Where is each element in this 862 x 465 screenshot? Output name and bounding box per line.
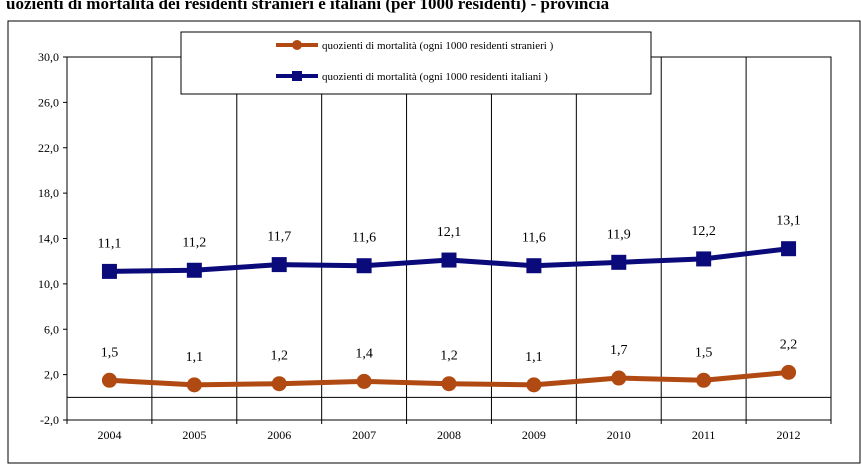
data-label-italiani: 11,7 — [267, 230, 291, 245]
grid-layer — [67, 57, 831, 420]
x-tick-label: 2011 — [692, 428, 716, 442]
data-label-stranieri: 1,1 — [525, 350, 543, 365]
data-label-stranieri: 1,1 — [186, 350, 204, 365]
legend: quozienti di mortalità (ogni 1000 reside… — [180, 31, 652, 95]
x-tick-label: 2006 — [267, 428, 291, 442]
data-label-stranieri: 1,4 — [355, 346, 373, 361]
chart-frame-layer — [7, 20, 861, 464]
data-point-stranieri — [101, 372, 117, 388]
x-tick-label: 2012 — [777, 428, 801, 442]
legend-label: quozienti di mortalità (ogni 1000 reside… — [322, 71, 548, 83]
data-point-italiani — [356, 258, 372, 274]
x-tick-label: 2008 — [437, 428, 461, 442]
y-tick-label: 14,0 — [38, 232, 59, 246]
data-point-stranieri — [526, 377, 542, 393]
legend-label: quozienti di mortalità (ogni 1000 reside… — [322, 40, 554, 52]
data-label-stranieri: 1,5 — [101, 345, 119, 360]
x-tick-label: 2004 — [97, 428, 121, 442]
data-label-italiani: 12,1 — [437, 225, 462, 240]
y-tick-label: 30,0 — [38, 50, 59, 64]
y-tick-label: 10,0 — [38, 277, 59, 291]
data-label-italiani: 11,1 — [97, 236, 121, 251]
y-tick-label: 18,0 — [38, 186, 59, 200]
data-label-stranieri: 1,5 — [695, 345, 713, 360]
y-tick-label: 26,0 — [38, 95, 59, 109]
x-tick-label: 2005 — [182, 428, 206, 442]
data-label-italiani: 12,2 — [691, 224, 716, 239]
data-point-italiani — [186, 262, 202, 278]
x-tick-label: 2009 — [522, 428, 546, 442]
data-label-stranieri: 1,7 — [610, 343, 628, 358]
x-tick-label: 2010 — [607, 428, 631, 442]
series-layer — [101, 241, 797, 393]
y-tick-label: -2,0 — [40, 413, 59, 427]
data-label-stranieri: 2,2 — [780, 337, 798, 352]
y-tick-label: 2,0 — [44, 368, 59, 382]
data-point-italiani — [526, 258, 542, 274]
data-label-italiani: 11,9 — [607, 227, 631, 242]
legend-box — [180, 31, 652, 95]
data-point-stranieri — [356, 373, 372, 389]
data-point-stranieri — [611, 370, 627, 386]
axis-layer: -2,0 2,0 6,0 10,0 14,0 18,0 22,0 26,0 30,0 2004 20… — [38, 50, 832, 442]
data-point-italiani — [271, 257, 287, 273]
legend-marker-circle — [292, 40, 302, 50]
data-label-layer: 1,5 1,1 1,2 1,4 1,2 1,1 1,7 1,5 2,2 11,1 11,2 11,7 1… — [97, 214, 800, 365]
data-point-italiani — [781, 241, 797, 257]
chart-border — [7, 20, 861, 464]
data-point-stranieri — [781, 364, 797, 380]
y-tick-label: 22,0 — [38, 141, 59, 155]
data-label-stranieri: 1,2 — [270, 349, 288, 364]
data-point-stranieri — [696, 372, 712, 388]
data-point-italiani — [696, 251, 712, 267]
data-label-italiani: 11,6 — [522, 231, 546, 246]
legend-marker-square — [292, 71, 302, 81]
data-point-stranieri — [186, 377, 202, 393]
y-tick-label: 6,0 — [44, 322, 59, 336]
data-point-italiani — [101, 263, 117, 279]
data-label-italiani: 11,2 — [182, 235, 206, 250]
data-point-italiani — [611, 254, 627, 270]
data-label-italiani: 11,6 — [352, 231, 376, 246]
data-point-stranieri — [441, 376, 457, 392]
x-tick-label: 2007 — [352, 428, 376, 442]
data-label-stranieri: 1,2 — [440, 349, 458, 364]
chart-title: uozienti di mortalità dei residenti stra… — [6, 0, 610, 13]
data-point-stranieri — [271, 376, 287, 392]
data-point-italiani — [441, 252, 457, 268]
data-label-italiani: 13,1 — [776, 214, 801, 229]
